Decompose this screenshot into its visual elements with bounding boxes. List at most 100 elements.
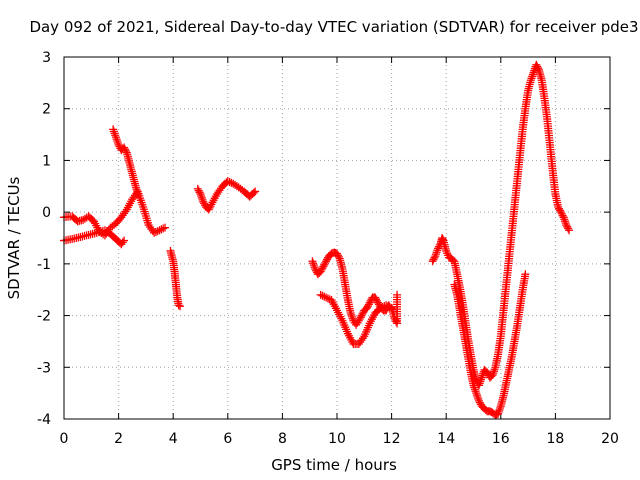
data-point xyxy=(199,197,208,206)
data-point xyxy=(429,255,438,264)
data-point xyxy=(111,131,120,140)
x-tick-label: 18 xyxy=(546,431,564,447)
data-point xyxy=(311,265,320,274)
data-point xyxy=(225,177,234,186)
data-point xyxy=(489,367,498,376)
data-point xyxy=(348,314,357,323)
x-tick-label: 14 xyxy=(437,431,455,447)
data-point xyxy=(528,70,537,79)
x-tick-label: 20 xyxy=(601,431,619,447)
data-point xyxy=(383,302,392,311)
data-point xyxy=(151,227,160,236)
data-point xyxy=(372,295,381,304)
data-point xyxy=(378,302,387,311)
data-point xyxy=(364,300,373,309)
data-point xyxy=(495,405,504,414)
data-point xyxy=(477,375,486,384)
y-tick-label: -1 xyxy=(37,257,51,273)
data-point xyxy=(200,199,209,208)
data-point xyxy=(333,249,341,258)
data-point xyxy=(113,137,122,146)
data-point xyxy=(205,203,214,212)
x-tick-label: 2 xyxy=(114,431,123,447)
data-point xyxy=(532,60,541,69)
data-point xyxy=(473,393,482,402)
data-point xyxy=(556,208,565,217)
x-tick-label: 16 xyxy=(492,431,510,447)
data-point xyxy=(118,238,127,247)
data-point xyxy=(526,76,535,85)
data-point xyxy=(109,125,118,134)
data-point xyxy=(120,236,129,245)
data-point xyxy=(433,246,442,255)
data-point xyxy=(560,215,569,224)
x-tick-label: 4 xyxy=(169,431,178,447)
data-point xyxy=(110,129,119,138)
data-point xyxy=(373,298,382,307)
data-point xyxy=(323,294,332,303)
data-point xyxy=(391,315,400,324)
data-point xyxy=(120,145,129,154)
data-point xyxy=(206,202,215,211)
data-point xyxy=(316,267,325,276)
data-point xyxy=(477,373,486,382)
data-point xyxy=(474,394,483,403)
data-point xyxy=(365,298,374,307)
data-point xyxy=(204,205,213,214)
data-point xyxy=(432,248,441,257)
data-point xyxy=(562,221,571,230)
y-tick-label: 3 xyxy=(42,50,51,66)
data-point xyxy=(333,251,342,260)
data-point xyxy=(471,387,480,396)
data-point xyxy=(371,293,380,302)
data-point xyxy=(310,263,319,272)
data-point xyxy=(319,262,328,271)
data-point xyxy=(322,293,331,302)
data-point xyxy=(308,257,317,266)
data-point xyxy=(561,219,570,228)
data-point xyxy=(320,292,329,301)
data-point xyxy=(557,209,566,218)
data-point xyxy=(176,302,185,311)
data-point xyxy=(393,290,402,299)
data-point xyxy=(428,257,437,266)
data-point xyxy=(431,252,440,261)
data-point xyxy=(309,261,318,270)
data-point xyxy=(488,371,497,380)
y-tick-label: -4 xyxy=(37,412,51,428)
data-point xyxy=(317,265,326,274)
data-point xyxy=(533,62,542,71)
data-point xyxy=(348,312,357,321)
data-point xyxy=(555,204,564,213)
data-point xyxy=(334,252,343,261)
x-tick-label: 0 xyxy=(60,431,69,447)
data-point xyxy=(489,369,498,378)
y-tick-labels: -4 -3 -2 -1 0 1 2 3 xyxy=(37,50,51,428)
data-point xyxy=(109,127,118,136)
y-axis-label: SDTVAR / TECUs xyxy=(5,176,23,299)
data-point xyxy=(320,260,329,269)
data-point xyxy=(494,407,503,416)
data-point xyxy=(195,188,204,197)
data-point xyxy=(373,296,382,305)
data-point xyxy=(558,211,567,220)
data-point xyxy=(438,235,447,244)
y-tick-label: 0 xyxy=(42,205,51,221)
data-point xyxy=(198,195,207,204)
data-point xyxy=(563,222,572,231)
data-point xyxy=(318,291,327,300)
data-point xyxy=(472,391,481,400)
data-point xyxy=(223,177,232,186)
data-points xyxy=(60,60,574,419)
data-point xyxy=(321,258,330,267)
data-point xyxy=(150,228,159,237)
x-tick-label: 12 xyxy=(383,431,401,447)
data-point xyxy=(494,409,503,418)
data-point xyxy=(474,396,483,405)
data-point xyxy=(197,193,206,202)
y-tick-label: -2 xyxy=(37,309,51,325)
data-point xyxy=(309,259,318,268)
data-point xyxy=(430,253,439,262)
data-point xyxy=(363,303,372,312)
data-point xyxy=(476,377,485,386)
